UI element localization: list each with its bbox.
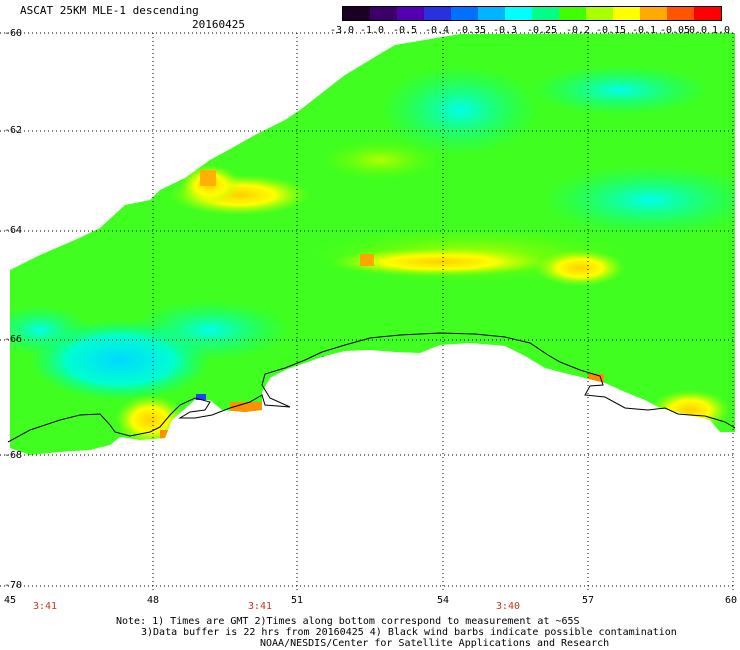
note-line-3: NOAA/NESDIS/Center for Satellite Applica… (260, 638, 610, 649)
colorbar-label: -0.3 (492, 25, 518, 36)
lon-label: 54 (436, 595, 450, 606)
note-line-1: Note: 1) Times are GMT 2)Times along bot… (116, 616, 580, 627)
colorbar-label: -3.0 (329, 25, 355, 36)
colorbar-label: -0.1 (631, 25, 657, 36)
colorbar-segment (694, 7, 721, 20)
lat-label: -70 (4, 580, 23, 591)
lon-label: 48 (146, 595, 160, 606)
colorbar-label: 0.0 (688, 25, 708, 36)
colorbar-segment (424, 7, 451, 20)
colorbar-segment (586, 7, 613, 20)
time-label: 3:41 (32, 601, 58, 612)
lon-label: 57 (581, 595, 595, 606)
colorbar-label: -0.2 (565, 25, 591, 36)
colorbar-segment (640, 7, 667, 20)
lat-label: -60 (4, 28, 23, 39)
date-label: 20160425 (192, 18, 245, 31)
lon-label: 51 (290, 595, 304, 606)
colorbar-labels: -3.0 -1.0 -0.5 -0.4 -0.35 -0.3 -0.25 -0.… (330, 25, 730, 37)
colorbar-segment (559, 7, 586, 20)
colorbar-label: -1.0 (359, 25, 385, 36)
colorbar-segment (505, 7, 532, 20)
lon-label: 60 (724, 595, 738, 606)
colorbar-label: -0.25 (526, 25, 558, 36)
colorbar-segment (343, 7, 370, 20)
lat-label: -64 (4, 225, 23, 236)
title: ASCAT 25KM MLE-1 descending (20, 4, 199, 17)
lat-label: -68 (4, 450, 23, 461)
note-line-2: 3)Data buffer is 22 hrs from 20160425 4)… (141, 627, 677, 638)
colorbar-label: -0.05 (659, 25, 691, 36)
colorbar-segment (667, 7, 694, 20)
lat-label: -66 (4, 334, 23, 345)
lat-label: -62 (4, 125, 23, 136)
time-label: 3:41 (247, 601, 273, 612)
colorbar-label: -0.5 (392, 25, 418, 36)
coastline (7, 332, 736, 443)
colorbar-label: -0.4 (424, 25, 450, 36)
colorbar-label: 1.0 (711, 25, 731, 36)
colorbar-segment (397, 7, 424, 20)
colorbar (342, 6, 722, 21)
lon-label: 45 (3, 595, 17, 606)
colorbar-label: -0.35 (455, 25, 487, 36)
colorbar-segment (451, 7, 478, 20)
colorbar-segment (613, 7, 640, 20)
time-label: 3:40 (495, 601, 521, 612)
colorbar-segment (370, 7, 397, 20)
graticule (0, 32, 735, 590)
colorbar-segment (478, 7, 505, 20)
colorbar-segment (532, 7, 559, 20)
colorbar-label: -0.15 (595, 25, 627, 36)
